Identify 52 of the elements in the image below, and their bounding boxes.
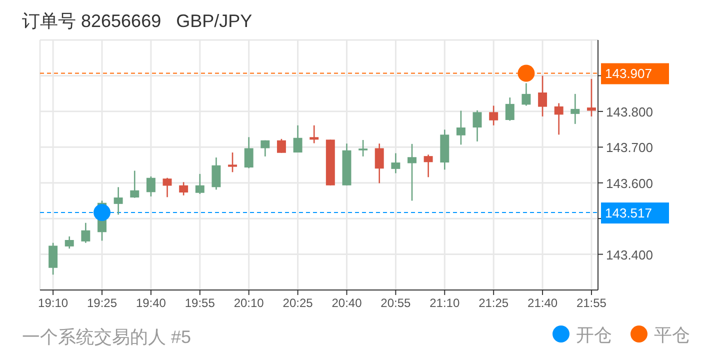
- x-tick-label: 21:10: [430, 296, 460, 310]
- y-tick-label: 143.800: [606, 104, 653, 120]
- x-tick-label: 21:25: [478, 296, 509, 310]
- candlestick: [472, 110, 482, 142]
- x-tick-label: 19:40: [136, 296, 166, 310]
- chart-title: 订单号 82656669 GBP/JPY: [22, 11, 252, 31]
- candlestick: [48, 242, 58, 276]
- x-tick-label: 20:10: [234, 296, 264, 310]
- candlestick: [228, 152, 238, 173]
- candlestick: [522, 82, 531, 106]
- candlestick: [260, 140, 270, 158]
- candlestick: [114, 186, 123, 216]
- candlestick: [391, 152, 400, 174]
- text: 一个系统交易的人 #5: [22, 327, 192, 347]
- y-tick-label: 143.600: [606, 176, 653, 191]
- candlestick: [195, 173, 204, 195]
- legend-label: 开仓: [576, 325, 612, 345]
- x-tick-label: 19:10: [38, 296, 68, 310]
- candlestick: [456, 110, 466, 146]
- candlestick: [81, 222, 90, 244]
- y-tick-label: 143.700: [606, 140, 653, 156]
- candlestick: [489, 105, 498, 126]
- x-tick-label: 21:40: [528, 296, 558, 310]
- candlestick: [244, 136, 254, 169]
- candlestick: [374, 142, 384, 184]
- candlestick: [276, 138, 286, 154]
- legend-label: 平仓: [654, 325, 690, 345]
- candlestick: [179, 181, 188, 196]
- candlestick: [408, 143, 416, 202]
- candlestick: [212, 156, 221, 190]
- x-tick-label: 20:55: [380, 296, 412, 310]
- candlestick: [538, 75, 548, 118]
- x-tick-label: 21:55: [576, 296, 607, 310]
- candlestick: [505, 96, 514, 122]
- ref-line-label: 143.517: [605, 206, 652, 220]
- candlestick: [162, 177, 172, 198]
- x-tick-label: 20:40: [332, 296, 362, 310]
- x-tick-label: 20:25: [282, 296, 314, 310]
- candlestick: [424, 154, 433, 178]
- ref-line-label: 143.907: [605, 66, 652, 82]
- candlestick: [293, 124, 302, 154]
- candlestick: [570, 93, 580, 125]
- y-tick-label: 143.400: [606, 247, 653, 262]
- candlestick: [586, 78, 596, 118]
- candlestick: [358, 139, 368, 158]
- candlestick: [64, 236, 74, 250]
- candlestick: [310, 124, 319, 144]
- candlestick: [554, 102, 564, 136]
- candlestick: [130, 170, 140, 199]
- x-tick-label: 19:55: [184, 296, 216, 310]
- candlestick: [146, 176, 156, 198]
- x-tick-label: 19:25: [86, 296, 118, 310]
